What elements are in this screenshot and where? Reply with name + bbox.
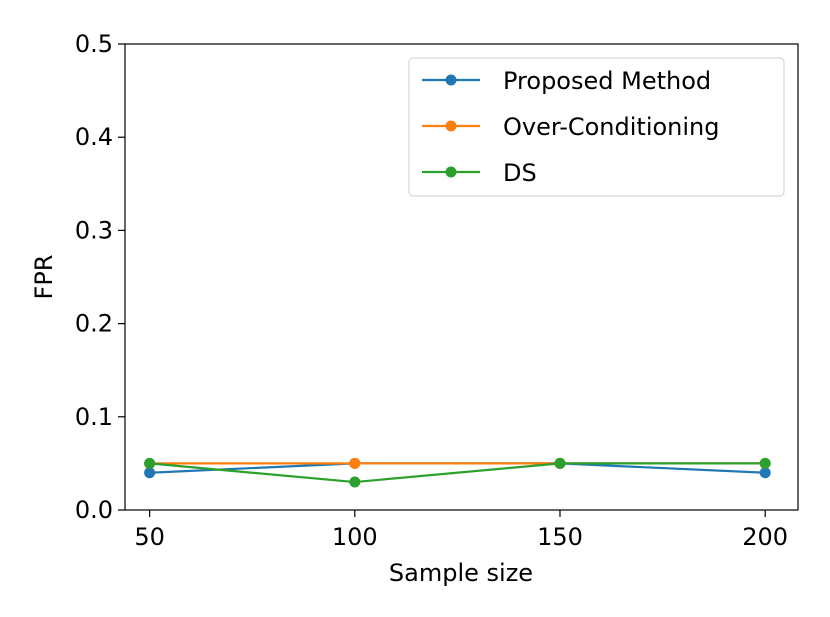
y-axis-label: FPR — [30, 255, 58, 300]
data-point-over-conditioning — [349, 457, 361, 469]
x-tick-label: 200 — [742, 523, 788, 551]
x-tick-label: 50 — [134, 523, 165, 551]
series-ds — [144, 457, 771, 488]
x-axis-ticks: 50 100 150 200 — [134, 510, 788, 551]
series-line-ds — [149, 462, 766, 484]
plot-lines — [144, 457, 771, 488]
legend-marker-over-conditioning — [445, 120, 457, 132]
y-axis-ticks: 0.0 0.1 0.2 0.3 0.4 0.5 — [75, 30, 125, 524]
y-tick-label: 0.5 — [75, 30, 113, 58]
data-point-proposed-method — [759, 467, 771, 479]
plot-frame — [124, 43, 799, 511]
data-point-ds — [349, 476, 361, 488]
x-tick-label: 100 — [332, 523, 378, 551]
legend-marker-ds — [445, 166, 457, 178]
data-point-ds — [759, 457, 771, 469]
data-point-ds — [554, 457, 566, 469]
x-axis-label: Sample size — [389, 559, 533, 587]
legend-frame — [408, 57, 785, 197]
data-point-ds — [144, 457, 156, 469]
y-tick-label: 0.0 — [75, 496, 113, 524]
y-tick-label: 0.2 — [75, 310, 113, 338]
legend-entries: Proposed Method Over-Conditioning DS — [422, 67, 720, 187]
legend: Proposed Method Over-Conditioning DS — [408, 57, 785, 197]
legend-label-ds: DS — [503, 159, 537, 187]
legend-label-proposed-method: Proposed Method — [503, 67, 711, 95]
data-point-proposed-method — [144, 467, 156, 479]
y-tick-label: 0.1 — [75, 403, 113, 431]
y-tick-label: 0.3 — [75, 216, 113, 244]
y-tick-label: 0.4 — [75, 123, 113, 151]
legend-label-over-conditioning: Over-Conditioning — [503, 113, 720, 141]
legend-marker-proposed-method — [445, 74, 457, 86]
x-tick-label: 150 — [537, 523, 583, 551]
